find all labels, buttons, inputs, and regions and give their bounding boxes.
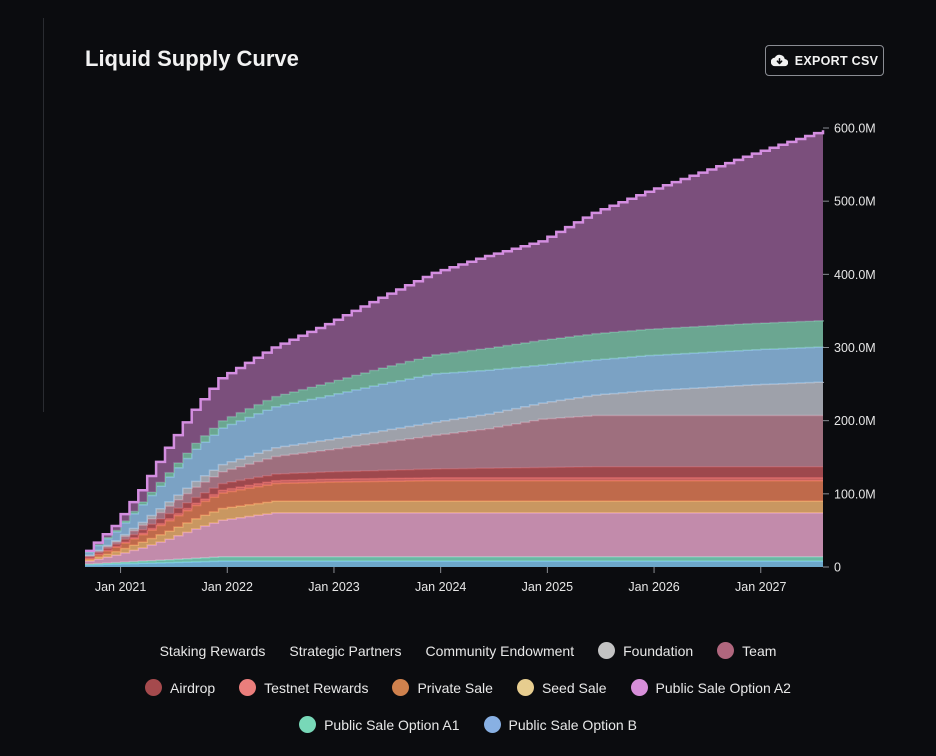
legend-item-private-sale[interactable]: Private Sale bbox=[392, 679, 493, 696]
series-area-airdrop bbox=[85, 466, 823, 559]
chart-legend: Staking Rewards Strategic Partners Communi… bbox=[0, 632, 936, 743]
legend-swatch bbox=[630, 679, 648, 696]
legend-swatch bbox=[483, 716, 501, 733]
x-tick-label: Jan 2022 bbox=[202, 580, 253, 594]
chart-title: Liquid Supply Curve bbox=[85, 46, 299, 71]
legend-swatch bbox=[392, 679, 410, 696]
legend-item-strategic-partners[interactable]: Strategic Partners bbox=[289, 643, 401, 659]
legend-item-testnet-rewards[interactable]: Testnet Rewards bbox=[239, 679, 368, 696]
y-tick-label: 200.0M bbox=[834, 414, 876, 428]
x-tick-label: Jan 2025 bbox=[522, 580, 573, 594]
export-csv-label: EXPORT CSV bbox=[794, 53, 879, 68]
series-area-public-sale-option-a1 bbox=[85, 556, 823, 565]
y-tick-label: 400.0M bbox=[834, 268, 876, 282]
area-layers bbox=[85, 130, 825, 567]
series-area-public-sale-option-a2 bbox=[85, 512, 823, 565]
legend-label: Seed Sale bbox=[541, 679, 607, 696]
legend-label: Public Sale Option A1 bbox=[324, 716, 460, 733]
legend-row: Airdrop Testnet Rewards Private Sale Seed S… bbox=[0, 669, 936, 706]
cloud-download-icon bbox=[770, 54, 788, 67]
legend-item-team[interactable]: Team bbox=[717, 642, 776, 659]
legend-item-staking-rewards[interactable]: Staking Rewards bbox=[160, 643, 266, 659]
series-area-private-sale bbox=[85, 480, 823, 560]
y-tick-label: 300.0M bbox=[834, 341, 876, 355]
left-divider bbox=[43, 18, 44, 412]
series-area-team bbox=[85, 415, 823, 557]
series-area-seed-sale bbox=[85, 501, 823, 562]
legend-label: Team bbox=[742, 642, 777, 659]
legend-item-airdrop[interactable]: Airdrop bbox=[145, 679, 215, 696]
legend-swatch bbox=[516, 679, 534, 696]
legend-label: Strategic Partners bbox=[289, 642, 402, 659]
legend-swatch bbox=[239, 679, 257, 696]
legend-item-seed-sale[interactable]: Seed Sale bbox=[516, 679, 607, 696]
legend-label: Airdrop bbox=[170, 679, 216, 696]
y-axis: 0 100.0M 200.0M 300.0M 400.0M 500.0M 600.0M bbox=[823, 122, 876, 575]
legend-item-public-sale-option-b[interactable]: Public Sale Option B bbox=[483, 716, 637, 733]
legend-item-community-endowment[interactable]: Community Endowment bbox=[425, 643, 574, 659]
y-tick-label: 0 bbox=[834, 561, 841, 575]
legend-label: Public Sale Option A2 bbox=[655, 679, 791, 696]
legend-label: Public Sale Option B bbox=[508, 716, 637, 733]
legend-row: Public Sale Option A1 Public Sale Option … bbox=[0, 706, 936, 743]
legend-label: Private Sale bbox=[417, 679, 493, 696]
x-tick-label: Jan 2027 bbox=[735, 580, 786, 594]
legend-item-foundation[interactable]: Foundation bbox=[598, 642, 693, 659]
legend-label: Staking Rewards bbox=[159, 642, 266, 659]
x-tick-label: Jan 2023 bbox=[308, 580, 359, 594]
series-area-public-sale-option-b bbox=[85, 561, 823, 567]
y-tick-label: 500.0M bbox=[834, 195, 876, 209]
series-line-staking-rewards bbox=[85, 130, 825, 553]
series-area-community-endowment bbox=[85, 346, 823, 556]
legend-swatch bbox=[717, 642, 735, 659]
legend-swatch bbox=[145, 679, 163, 696]
legend-label: Community Endowment bbox=[425, 642, 575, 659]
legend-swatch bbox=[299, 716, 317, 733]
x-tick-label: Jan 2024 bbox=[415, 580, 466, 594]
liquid-supply-chart: 0 100.0M 200.0M 300.0M 400.0M 500.0M 600.0M Jan… bbox=[85, 122, 876, 594]
series-area-foundation bbox=[85, 381, 823, 556]
series-area-strategic-partners bbox=[85, 320, 823, 553]
x-axis: Jan 2021 Jan 2022 Jan 2023 Jan 2024 Jan 2025… bbox=[95, 567, 787, 594]
series-area-staking-rewards bbox=[85, 130, 823, 552]
legend-label: Foundation bbox=[623, 642, 694, 659]
legend-row: Staking Rewards Strategic Partners Communi… bbox=[0, 632, 936, 669]
y-tick-label: 100.0M bbox=[834, 487, 876, 501]
legend-item-public-sale-option-a1[interactable]: Public Sale Option A1 bbox=[299, 716, 460, 733]
y-tick-label: 600.0M bbox=[834, 122, 876, 136]
x-tick-label: Jan 2026 bbox=[628, 580, 679, 594]
legend-swatch bbox=[598, 642, 616, 659]
legend-label: Testnet Rewards bbox=[264, 679, 369, 696]
x-tick-label: Jan 2021 bbox=[95, 580, 146, 594]
export-csv-button[interactable]: EXPORT CSV bbox=[765, 45, 884, 76]
legend-item-public-sale-option-a2[interactable]: Public Sale Option A2 bbox=[630, 679, 791, 696]
